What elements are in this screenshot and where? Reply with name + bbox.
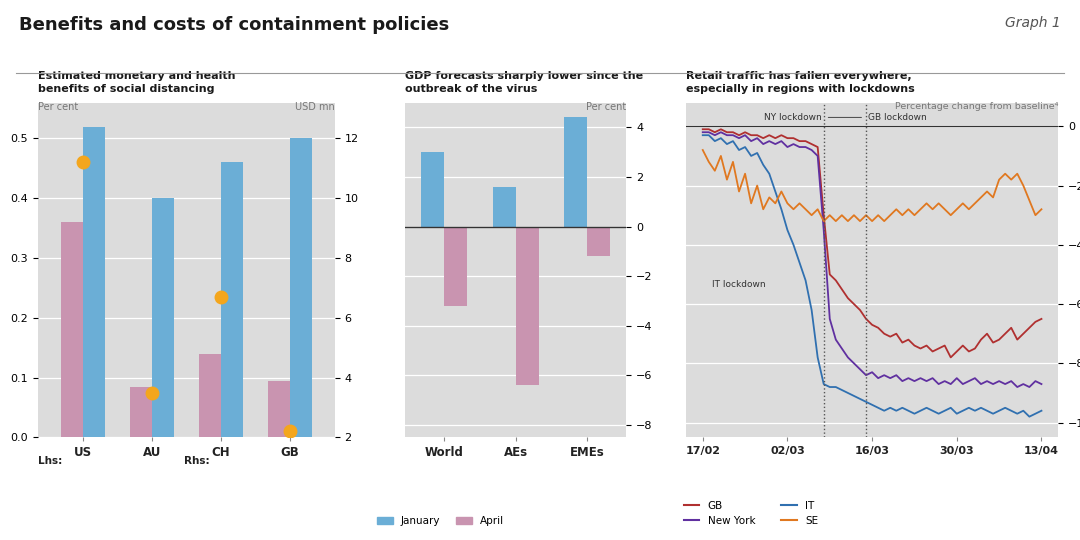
Bar (152, 198, 174, 437)
Text: GDP forecasts sharply lower since the
outbreak of the virus: GDP forecasts sharply lower since the ou… (405, 71, 643, 94)
Text: Per cent: Per cent (38, 102, 78, 112)
Bar (199, 354, 220, 437)
Bar (588, 227, 610, 256)
Bar (60, 222, 83, 437)
Bar (289, 138, 312, 437)
Bar (83, 126, 105, 437)
Bar (564, 118, 588, 227)
Text: GB lockdown: GB lockdown (868, 113, 927, 122)
Bar (130, 387, 152, 437)
Bar (516, 227, 539, 386)
Text: USD mn: USD mn (295, 102, 335, 112)
Text: Estimated monetary and health
benefits of social distancing: Estimated monetary and health benefits o… (38, 71, 235, 94)
Legend: January, April: January, April (377, 516, 504, 526)
Text: Per cent: Per cent (586, 102, 626, 112)
Bar (268, 381, 289, 437)
Text: Rhs:: Rhs: (184, 456, 210, 467)
Bar (492, 187, 516, 227)
Text: Graph 1: Graph 1 (1004, 16, 1061, 30)
Text: NY lockdown: NY lockdown (765, 113, 822, 122)
Text: Percentage change from baseline⁴: Percentage change from baseline⁴ (895, 102, 1058, 111)
Text: Retail traffic has fallen everywhere,
especially in regions with lockdowns: Retail traffic has fallen everywhere, es… (686, 71, 915, 94)
Legend: GB, New York, IT, SE: GB, New York, IT, SE (684, 501, 819, 526)
Text: IT lockdown: IT lockdown (712, 280, 766, 289)
Text: Lhs:: Lhs: (38, 456, 62, 467)
Bar (220, 163, 243, 437)
Bar (444, 227, 468, 306)
Bar (421, 152, 444, 227)
Text: Benefits and costs of containment policies: Benefits and costs of containment polici… (19, 16, 449, 34)
